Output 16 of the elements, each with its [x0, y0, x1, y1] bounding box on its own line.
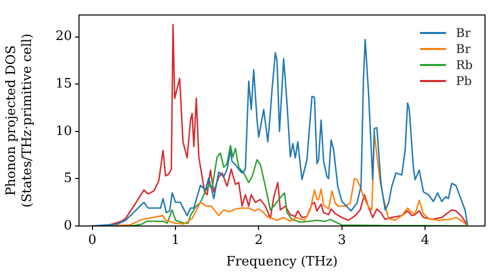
y-tick-label: 20 [55, 29, 72, 44]
x-tick-label: 3 [338, 233, 346, 248]
legend-label: Br [456, 26, 471, 40]
x-tick-label: 2 [254, 233, 263, 248]
y-tick-label: 15 [55, 76, 72, 92]
legend-label: Br [456, 42, 471, 56]
y-axis-title: Phonon projected DOS (States/THz·primitive cell) [4, 33, 35, 208]
legend-label: Rb [456, 58, 473, 72]
x-tick-label: 0 [88, 233, 96, 248]
x-tick-label: 4 [420, 233, 430, 248]
legend-label: Pb [456, 74, 472, 88]
x-tick-label: 1 [171, 233, 180, 248]
y-tick-label: 10 [55, 124, 72, 139]
y-tick-label: 0 [64, 218, 72, 234]
y-tick-label: 5 [64, 171, 72, 186]
x-axis-title: Frequency (THz) [226, 254, 338, 270]
